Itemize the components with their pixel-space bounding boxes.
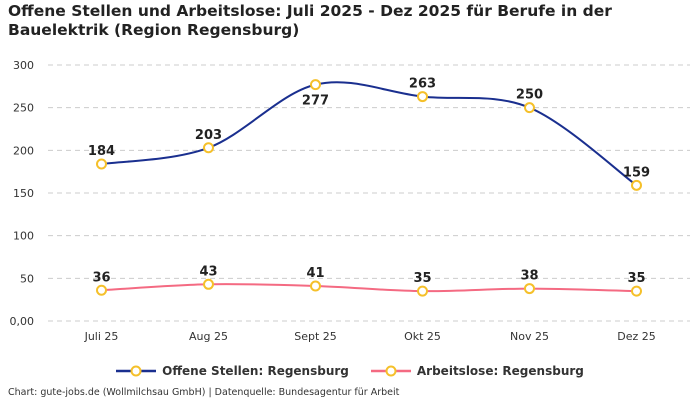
legend-label: Arbeitslose: Regensburg	[416, 364, 584, 378]
legend-line-marker-icon	[116, 365, 157, 377]
legend-item-offene-stellen[interactable]: Offene Stellen: Regensburg	[116, 364, 349, 378]
source-note: Chart: gute-jobs.de (Wollmilchsau GmbH) …	[8, 387, 400, 398]
data-point	[96, 284, 107, 296]
data-label: 159	[623, 165, 650, 180]
data-point	[524, 283, 535, 295]
x-tick-label: Sept 25	[294, 330, 337, 343]
y-tick-label: 250	[13, 102, 34, 115]
y-tick-label: 300	[13, 59, 34, 72]
data-label: 250	[516, 88, 543, 103]
data-point	[631, 179, 642, 191]
chart-title: Offene Stellen und Arbeitslose: Juli 202…	[8, 2, 612, 39]
series-line	[101, 81, 638, 187]
data-label: 263	[409, 77, 436, 92]
legend-item-arbeitslose[interactable]: Arbeitslose: Regensburg	[370, 364, 584, 378]
x-tick-label: Dez 25	[617, 330, 656, 343]
legend: Offene Stellen: Regensburg Arbeitslose: …	[0, 364, 700, 378]
data-point	[524, 102, 535, 114]
data-point	[96, 158, 107, 170]
data-label: 41	[306, 266, 324, 281]
data-point	[417, 285, 428, 297]
data-label: 38	[520, 269, 538, 284]
x-tick-label: Aug 25	[189, 330, 228, 343]
y-tick-label: 50	[20, 272, 34, 285]
x-tick-label: Juli 25	[84, 330, 119, 343]
series-line	[101, 283, 637, 293]
data-label: 184	[88, 144, 115, 159]
y-tick-label: 100	[13, 230, 34, 243]
data-label: 35	[413, 271, 431, 286]
x-tick-label: Okt 25	[404, 330, 441, 343]
data-label: 43	[199, 264, 217, 279]
y-tick-label: 0,00	[10, 315, 35, 328]
data-point	[631, 285, 642, 297]
data-point	[310, 79, 321, 91]
x-tick-label: Nov 25	[510, 330, 549, 343]
data-label: 277	[302, 94, 329, 109]
data-point	[203, 278, 214, 290]
data-point	[310, 280, 321, 292]
data-point	[203, 142, 214, 154]
data-label: 203	[195, 128, 222, 143]
y-tick-label: 200	[13, 144, 34, 157]
legend-label: Offene Stellen: Regensburg	[162, 364, 349, 378]
data-point	[417, 91, 428, 103]
legend-line-marker-icon	[370, 365, 411, 377]
line-chart: 0,00 50 100 150 200 250 300 Juli 25 Aug 25 Sept 2…	[10, 59, 690, 343]
data-label: 35	[627, 271, 645, 286]
y-tick-label: 150	[13, 187, 34, 200]
data-label: 36	[92, 270, 110, 285]
